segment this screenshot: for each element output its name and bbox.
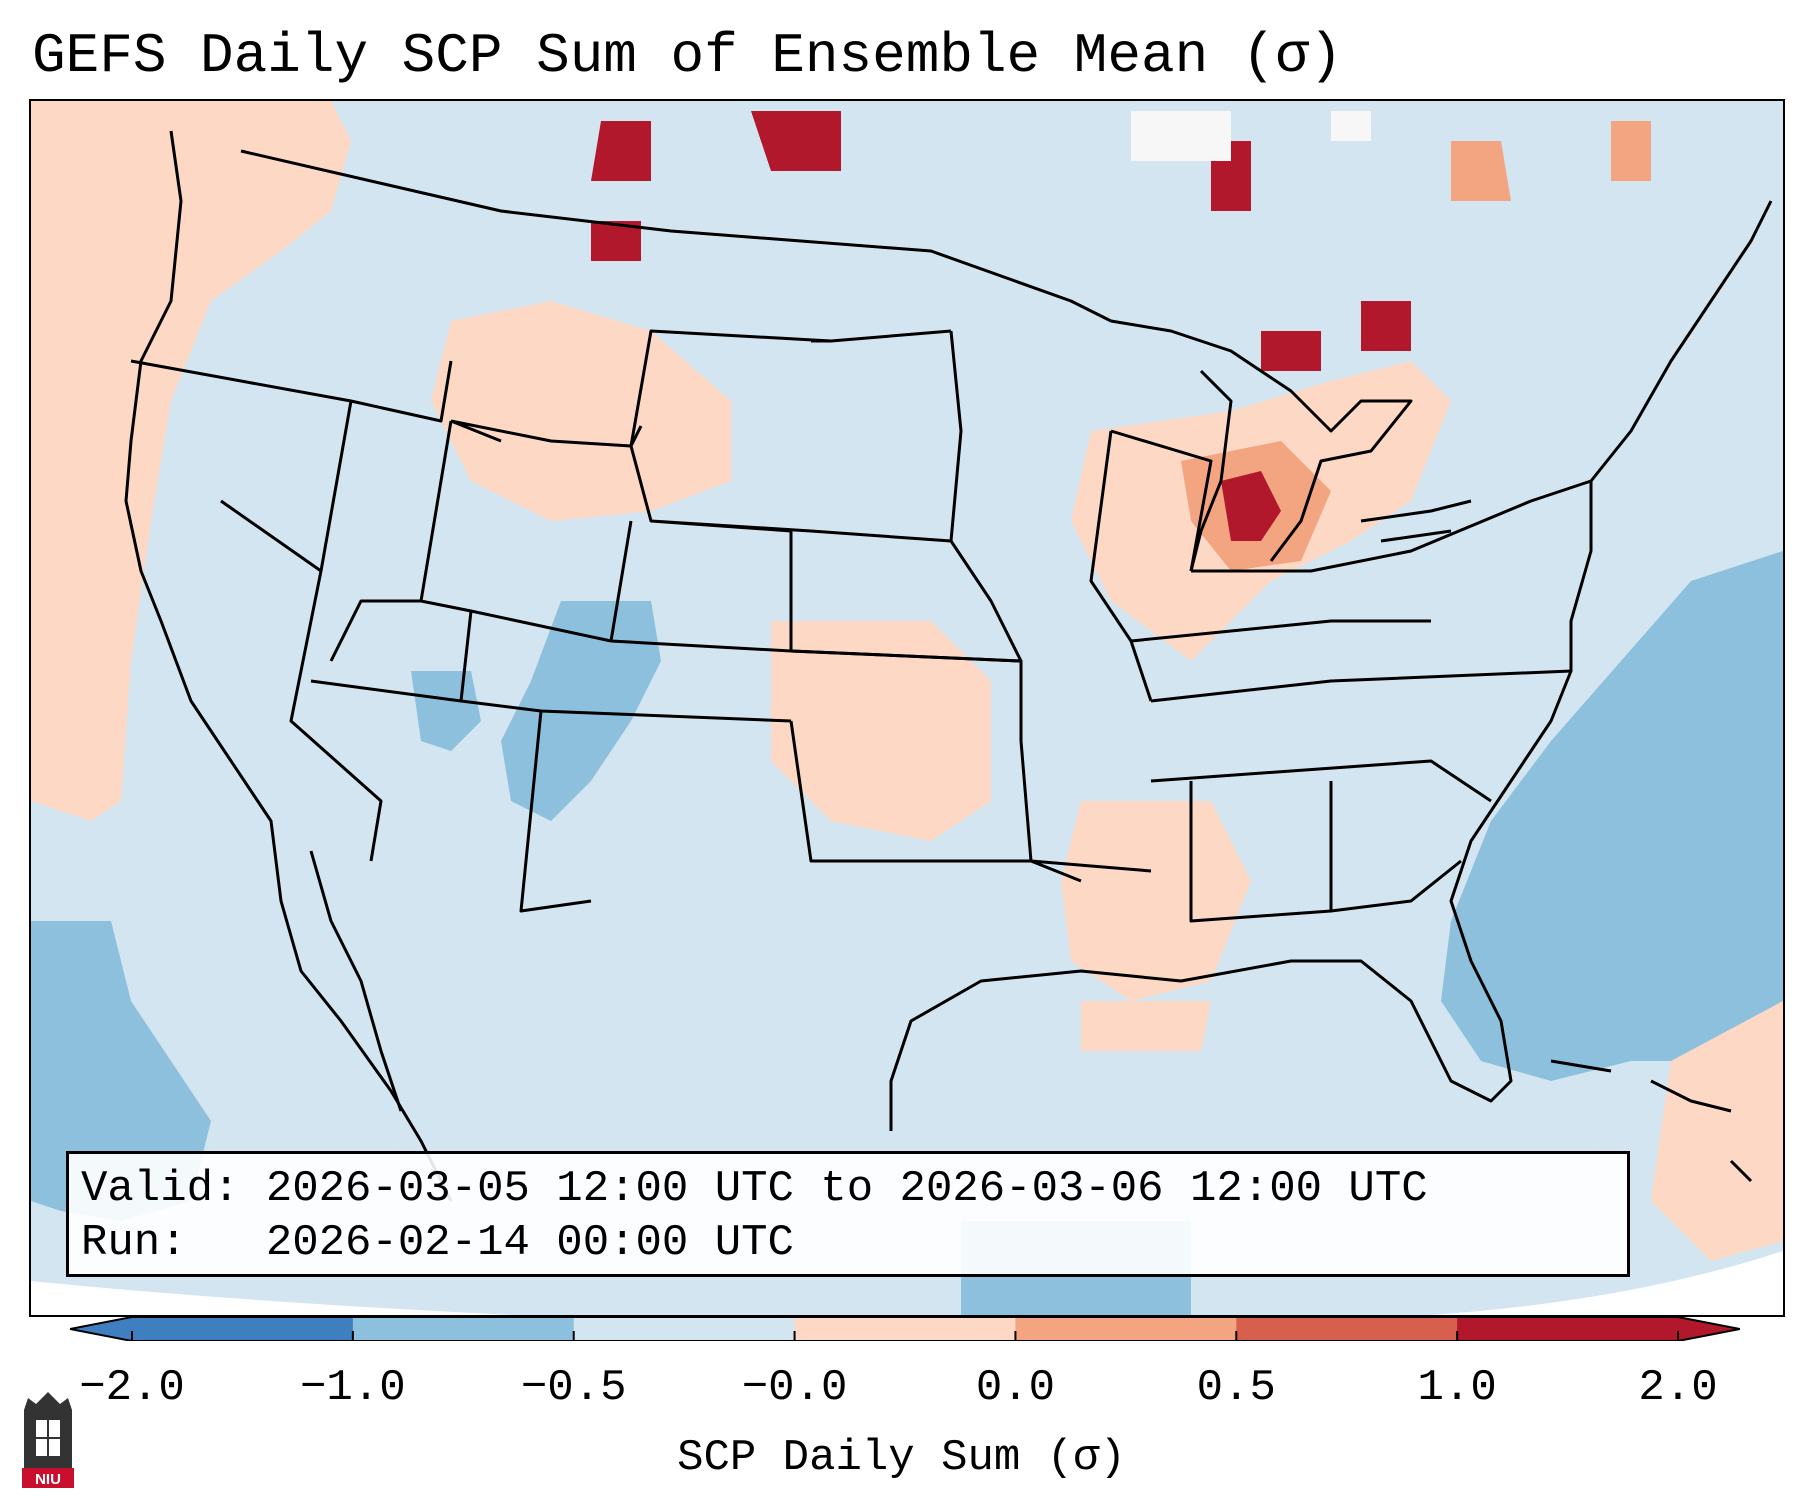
colorbar-segment — [132, 1317, 354, 1341]
new-england-coast — [1589, 200, 1773, 482]
anomaly-gulf-coast — [1061, 801, 1251, 1001]
colorbar-tick-label: −0.0 — [741, 1363, 848, 1413]
valid-value: 2026-03-05 12:00 UTC to 2026-03-06 12:00… — [265, 1164, 1428, 1214]
colorbar-segment — [1457, 1317, 1679, 1341]
colorbar-segment — [1236, 1317, 1458, 1341]
colorbar-tick-label: 0.0 — [975, 1363, 1056, 1413]
state-lines-central — [629, 329, 1152, 883]
colorbar-tick-label: −1.0 — [300, 1363, 406, 1413]
caribbean-islands — [1550, 1059, 1753, 1183]
colorbar-tick-label: 0.5 — [1196, 1363, 1276, 1413]
logo-text: NIU — [35, 1471, 61, 1488]
anomaly-field — [31, 101, 1783, 1315]
niu-logo: NIU — [22, 1392, 74, 1488]
logo-crown — [24, 1392, 72, 1410]
anomaly-caribbean — [1651, 1001, 1783, 1261]
colorbar-tick-label: −0.5 — [520, 1363, 627, 1413]
canada-border — [240, 149, 1112, 323]
valid-label: Valid: — [81, 1164, 240, 1214]
run-value: 2026-02-14 00:00 UTC — [265, 1218, 794, 1268]
map-panel — [29, 99, 1785, 1317]
colorbar-extend-low — [70, 1317, 132, 1341]
anomaly-pacific-coast — [31, 101, 351, 821]
state-borders — [124, 130, 1773, 1202]
colorbar-segment — [1015, 1317, 1237, 1341]
anomaly-plains — [771, 621, 991, 841]
anomaly-pacific-ocean — [31, 921, 211, 1221]
chart-title: GEFS Daily SCP Sum of Ensemble Mean (σ) — [32, 24, 1343, 88]
anomaly-quebec — [1451, 121, 1651, 201]
colorbar-label: SCP Daily Sum (σ) — [677, 1433, 1126, 1483]
map-projection-edge-right — [1431, 1251, 1783, 1315]
anomaly-ontario — [1261, 301, 1411, 371]
colorbar-tick-label: 1.0 — [1417, 1363, 1497, 1413]
colorbar-extend-high — [1678, 1317, 1740, 1341]
anomaly-gulf-water — [1081, 1001, 1211, 1051]
map-projection-edge-left — [31, 1281, 511, 1315]
anomaly-southwest — [501, 601, 661, 821]
colorbar-tick-label: −2.0 — [79, 1363, 185, 1413]
colorbar-segment — [794, 1317, 1016, 1341]
colorbar-tick-label: 2.0 — [1638, 1363, 1718, 1413]
anomaly-montana — [431, 301, 731, 521]
valid-run-infobox: Valid: 2026-03-05 12:00 UTC to 2026-03-0… — [66, 1151, 1630, 1277]
map-svg — [31, 101, 1783, 1315]
anomaly-arizona — [411, 671, 481, 751]
colorbar-segment — [573, 1317, 796, 1341]
logo-band — [22, 1468, 74, 1488]
state-lines-east — [1089, 429, 1592, 923]
run-label: Run: — [81, 1218, 187, 1268]
anomaly-atlantic — [1441, 551, 1783, 1081]
colorbar-segment — [352, 1317, 575, 1341]
east-coast — [889, 481, 1593, 1131]
west-coast — [124, 130, 453, 1202]
great-lakes-outline — [1110, 319, 1472, 572]
colorbar — [70, 1317, 1740, 1341]
anomaly-michigan-strong — [1221, 471, 1281, 541]
state-lines-west — [130, 359, 1022, 913]
anomaly-white-patches — [1131, 111, 1371, 161]
baja-coast — [309, 850, 403, 1112]
